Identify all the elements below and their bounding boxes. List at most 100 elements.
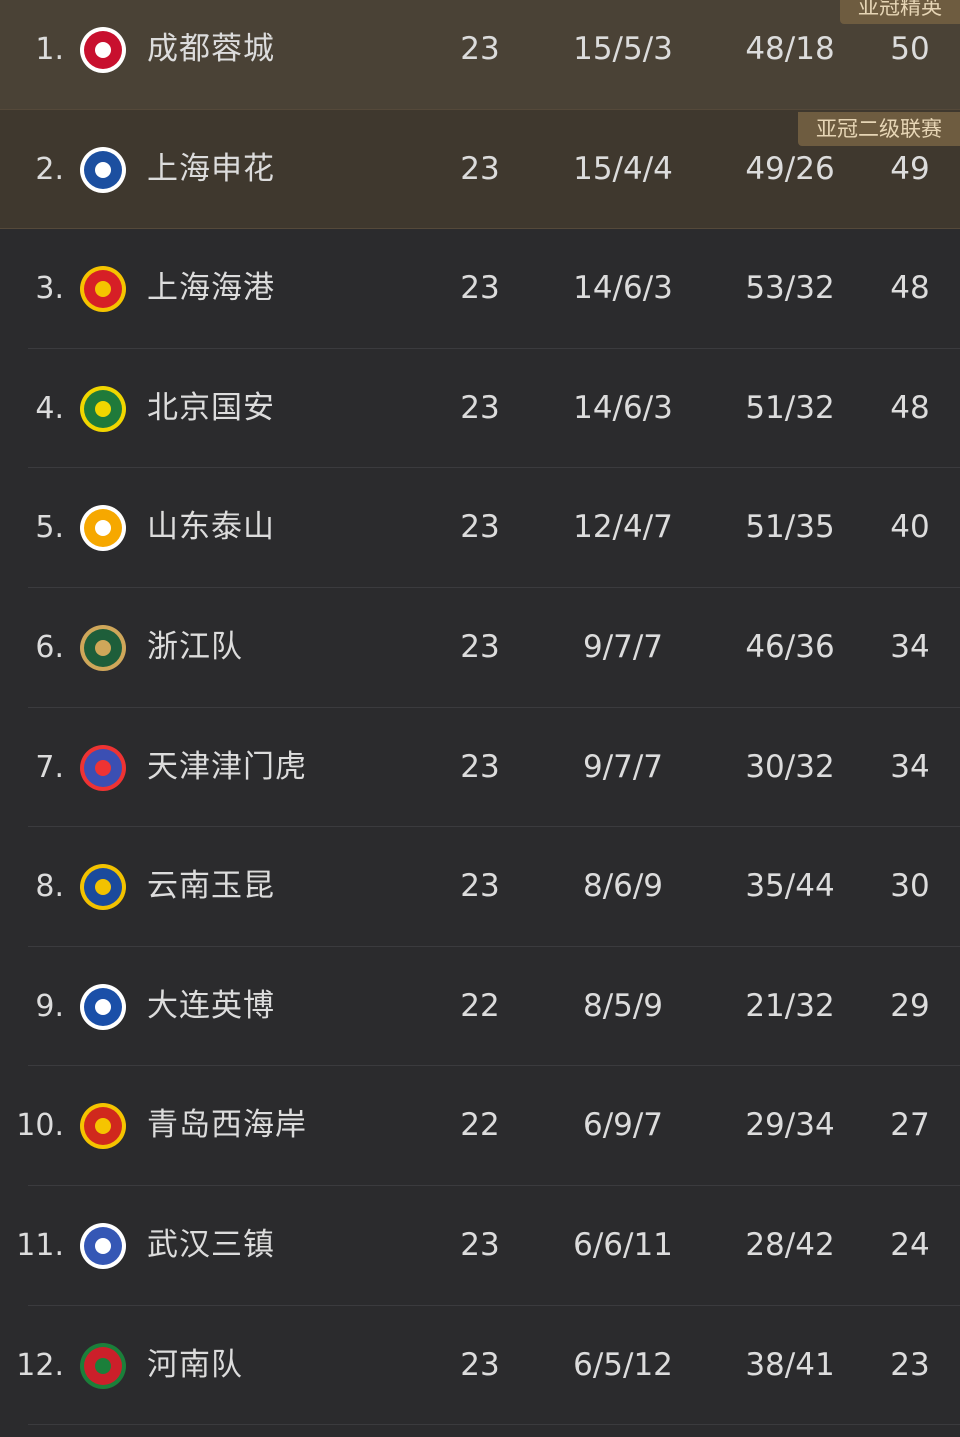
team-logo bbox=[80, 744, 126, 791]
row-divider bbox=[28, 1424, 960, 1426]
row-divider bbox=[0, 108, 960, 110]
team-name: 青岛西海岸 bbox=[147, 1107, 307, 1144]
rank: 10. bbox=[16, 1108, 64, 1144]
win-draw-loss: 15/4/4 bbox=[573, 150, 673, 187]
played: 23 bbox=[460, 389, 500, 426]
table-row: 12. 河南队 23 6/5/12 38/41 23 bbox=[0, 1306, 960, 1426]
win-draw-loss: 14/6/3 bbox=[573, 389, 673, 426]
rank: 4. bbox=[35, 390, 64, 426]
win-draw-loss: 6/9/7 bbox=[582, 1107, 664, 1144]
points: 23 bbox=[890, 1346, 930, 1383]
played: 23 bbox=[460, 748, 500, 785]
team-name: 天津津门虎 bbox=[147, 748, 307, 785]
goals: 46/36 bbox=[745, 629, 835, 665]
goals: 29/34 bbox=[745, 1107, 835, 1144]
rank: 5. bbox=[35, 510, 64, 546]
points: 40 bbox=[890, 509, 930, 546]
team-logo bbox=[80, 864, 126, 911]
team-logo bbox=[80, 505, 126, 552]
goals: 28/42 bbox=[745, 1227, 835, 1263]
points: 30 bbox=[890, 868, 930, 905]
row-divider bbox=[28, 1065, 960, 1067]
team-logo bbox=[80, 146, 126, 193]
played: 22 bbox=[460, 1107, 500, 1144]
row-divider bbox=[28, 1304, 960, 1306]
goals: 51/32 bbox=[745, 389, 835, 426]
team-name: 河南队 bbox=[147, 1346, 243, 1383]
goals: 35/44 bbox=[745, 868, 835, 905]
qualification-badge: 亚冠二级联赛 bbox=[798, 111, 960, 146]
goals: 53/32 bbox=[745, 270, 835, 307]
points: 27 bbox=[890, 1107, 930, 1144]
goals: 51/35 bbox=[745, 509, 835, 546]
goals: 49/26 bbox=[745, 150, 835, 187]
team-logo bbox=[80, 385, 126, 432]
rank: 2. bbox=[35, 151, 64, 187]
table-row: 11. 武汉三镇 23 6/6/11 28/42 24 bbox=[0, 1186, 960, 1306]
played: 23 bbox=[460, 868, 500, 905]
played: 23 bbox=[460, 1227, 500, 1263]
row-divider bbox=[28, 945, 960, 947]
table-row: 4. 北京国安 23 14/6/3 51/32 48 bbox=[0, 349, 960, 469]
points: 34 bbox=[890, 629, 930, 665]
win-draw-loss: 6/5/12 bbox=[573, 1346, 673, 1383]
played: 23 bbox=[460, 270, 500, 307]
row-divider bbox=[0, 228, 960, 230]
table-row: 10. 青岛西海岸 22 6/9/7 29/34 27 bbox=[0, 1066, 960, 1186]
played: 23 bbox=[460, 150, 500, 187]
team-name: 浙江队 bbox=[147, 629, 243, 665]
table-row: 2. 上海申花 23 15/4/4 49/26 49 亚冠二级联赛 bbox=[0, 109, 960, 230]
table-row: 7. 天津津门虎 23 9/7/7 30/32 34 bbox=[0, 708, 960, 828]
table-row: 6. 浙江队 23 9/7/7 46/36 34 bbox=[0, 588, 960, 708]
row-divider bbox=[28, 586, 960, 588]
qualification-badge: 亚冠精英 bbox=[840, 0, 960, 24]
points: 34 bbox=[890, 748, 930, 785]
row-divider bbox=[28, 1184, 960, 1186]
rank: 9. bbox=[35, 988, 64, 1024]
points: 24 bbox=[890, 1227, 930, 1263]
goals: 38/41 bbox=[745, 1346, 835, 1383]
points: 48 bbox=[890, 389, 930, 426]
rank: 3. bbox=[35, 271, 64, 307]
table-row: 3. 上海海港 23 14/6/3 53/32 48 bbox=[0, 229, 960, 349]
win-draw-loss: 9/7/7 bbox=[582, 748, 664, 785]
rank: 1. bbox=[35, 32, 64, 67]
team-name: 大连英博 bbox=[147, 987, 275, 1024]
team-logo bbox=[80, 1223, 126, 1269]
row-divider bbox=[28, 347, 960, 349]
team-logo bbox=[80, 27, 126, 73]
row-divider bbox=[28, 826, 960, 828]
played: 23 bbox=[460, 509, 500, 546]
table-row: 1. 成都蓉城 23 15/5/3 48/18 50 亚冠精英 bbox=[0, 0, 960, 110]
points: 48 bbox=[890, 270, 930, 307]
team-logo bbox=[80, 1342, 126, 1389]
team-logo bbox=[80, 983, 126, 1030]
rank: 8. bbox=[35, 869, 64, 905]
rank: 12. bbox=[16, 1347, 64, 1383]
table-row: 8. 云南玉昆 23 8/6/9 35/44 30 bbox=[0, 827, 960, 947]
team-name: 上海海港 bbox=[147, 270, 275, 307]
rank: 11. bbox=[16, 1228, 64, 1263]
win-draw-loss: 6/6/11 bbox=[573, 1227, 673, 1263]
goals: 21/32 bbox=[745, 987, 835, 1024]
table-row: 5. 山东泰山 23 12/4/7 51/35 40 bbox=[0, 468, 960, 588]
points: 49 bbox=[890, 150, 930, 187]
team-name: 成都蓉城 bbox=[147, 31, 275, 67]
win-draw-loss: 9/7/7 bbox=[582, 629, 664, 665]
win-draw-loss: 8/5/9 bbox=[582, 987, 664, 1024]
table-row: 9. 大连英博 22 8/5/9 21/32 29 bbox=[0, 947, 960, 1067]
team-name: 武汉三镇 bbox=[147, 1227, 275, 1263]
played: 23 bbox=[460, 629, 500, 665]
team-logo bbox=[80, 266, 126, 313]
team-name: 云南玉昆 bbox=[147, 868, 275, 905]
team-logo bbox=[80, 1103, 126, 1150]
win-draw-loss: 15/5/3 bbox=[573, 31, 673, 67]
points: 50 bbox=[890, 31, 930, 67]
row-divider bbox=[28, 467, 960, 469]
team-logo bbox=[80, 625, 126, 671]
win-draw-loss: 12/4/7 bbox=[573, 509, 673, 546]
win-draw-loss: 14/6/3 bbox=[573, 270, 673, 307]
team-name: 上海申花 bbox=[147, 150, 275, 187]
points: 29 bbox=[890, 987, 930, 1024]
